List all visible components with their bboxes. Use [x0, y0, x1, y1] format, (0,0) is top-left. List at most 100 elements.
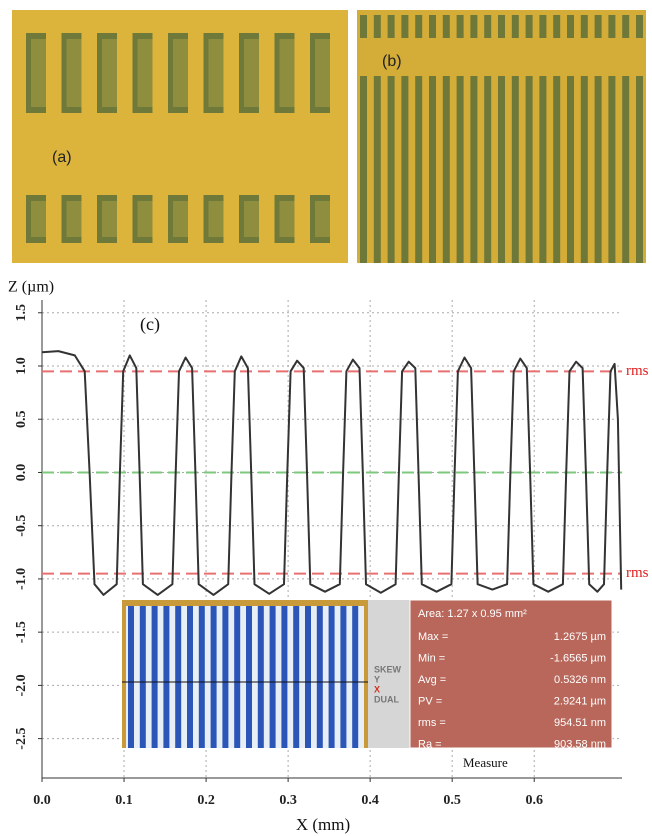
- stripe: [401, 15, 409, 38]
- stripe: [511, 76, 519, 263]
- electrode-gap: [244, 201, 259, 237]
- electrode-gap: [66, 39, 82, 107]
- electrode-gap: [137, 201, 153, 237]
- inset-stripe: [352, 606, 359, 748]
- inset-stripe: [222, 606, 229, 748]
- electrode-gap: [31, 39, 46, 107]
- stripe: [484, 15, 492, 38]
- electrode-gap: [66, 201, 82, 237]
- inset-stripe: [163, 606, 170, 748]
- x-tick-label: 0.1: [115, 793, 133, 808]
- electrode-gap: [31, 201, 46, 237]
- inset-stripe: [210, 606, 217, 748]
- stripe: [387, 76, 395, 263]
- inset-stripe: [139, 606, 146, 748]
- stripe: [594, 76, 602, 263]
- inset-stripe: [187, 606, 193, 748]
- stat-label: Ra =: [418, 738, 442, 750]
- stat-label: rms =: [418, 717, 446, 729]
- stripe: [456, 15, 464, 38]
- electrode-gap: [137, 39, 153, 107]
- inset-stripe: [234, 606, 241, 748]
- x-tick-label: 0.5: [443, 793, 461, 808]
- stripe: [442, 15, 450, 38]
- stripe: [456, 76, 464, 263]
- stripe: [539, 15, 547, 38]
- electrode-gap: [102, 201, 117, 237]
- x-tick-label: 0.2: [197, 793, 215, 808]
- electrode-gap: [173, 201, 188, 237]
- stat-label: PV =: [418, 695, 442, 707]
- plot: 1.5 1.0 0.5 0.0 -0.5 -1.0 -1.5 -2.0 -2.5 0.0 0.1 0.…: [14, 300, 649, 808]
- reference-label: rms: [626, 363, 649, 379]
- stat-label: Max =: [418, 631, 448, 643]
- inset-stripe: [305, 606, 311, 748]
- stripe: [636, 76, 643, 263]
- inset-control: SKEW: [374, 664, 402, 674]
- electrode-gap: [173, 39, 188, 107]
- inset-stats: [409, 599, 613, 749]
- inset-control: DUAL: [374, 694, 399, 704]
- stripe: [594, 15, 602, 38]
- stripe: [539, 76, 547, 263]
- x-tick-label: 0.3: [279, 793, 297, 808]
- y-tick-label: -1.5: [14, 621, 29, 643]
- stripe: [608, 76, 616, 263]
- stripe: [622, 76, 630, 263]
- stripe: [567, 76, 574, 263]
- stripe: [567, 15, 574, 38]
- stripe: [429, 15, 436, 38]
- stat-value: 2.9241 µm: [554, 695, 606, 707]
- electrode-gap: [279, 201, 295, 237]
- stripe: [373, 76, 381, 263]
- inset-stripe: [281, 606, 288, 748]
- stripe: [387, 15, 395, 38]
- electrode-gap: [208, 201, 224, 237]
- inset-control: X: [374, 684, 380, 694]
- y-axis-title: Z (µm): [8, 279, 54, 296]
- stripe: [470, 15, 478, 38]
- inset-stripe: [246, 606, 252, 748]
- inset-area: Area: 1.27 x 0.95 mm²: [418, 608, 527, 620]
- electrode-gap: [102, 39, 117, 107]
- stat-value: 954.51 nm: [554, 717, 606, 729]
- measure-button: Measure: [463, 755, 508, 770]
- stripe: [373, 15, 381, 38]
- y-tick-label: -1.0: [14, 568, 29, 590]
- electrode-gap: [315, 39, 330, 107]
- inset-stripe: [340, 606, 347, 748]
- stripe: [608, 15, 616, 38]
- inset-stripe: [293, 606, 300, 748]
- stat-value: 903.58 nm: [554, 738, 606, 750]
- stripe: [553, 15, 561, 38]
- stat-value: 0.5326 nm: [554, 674, 606, 686]
- electrode-gap: [244, 39, 259, 107]
- x-tick-label: 0.6: [525, 793, 543, 808]
- panel-label: (b): [382, 53, 402, 70]
- reference-label: rms: [626, 565, 649, 581]
- stripe: [511, 15, 519, 38]
- annotation: (c): [140, 314, 160, 335]
- stripe: [415, 15, 423, 38]
- inset-stripe: [328, 606, 335, 748]
- stripe: [498, 76, 505, 263]
- electrode-gap: [279, 39, 295, 107]
- electrode-gap: [208, 39, 224, 107]
- y-tick-label: 0.0: [14, 464, 29, 482]
- stripe: [360, 76, 367, 263]
- stripe: [553, 76, 561, 263]
- stripe: [442, 76, 450, 263]
- y-tick-label: 1.5: [14, 304, 29, 322]
- inset-stripe: [151, 606, 158, 748]
- stat-value: -1.6565 µm: [550, 652, 606, 664]
- panel-label: (a): [52, 149, 72, 166]
- stripe: [580, 76, 588, 263]
- x-tick-label: 0.0: [33, 793, 51, 808]
- inset-stripe: [257, 606, 264, 748]
- y-tick-label: -2.5: [14, 728, 29, 750]
- electrode-gap: [315, 201, 330, 237]
- photo-patterns: [26, 15, 643, 263]
- stripe: [525, 76, 533, 263]
